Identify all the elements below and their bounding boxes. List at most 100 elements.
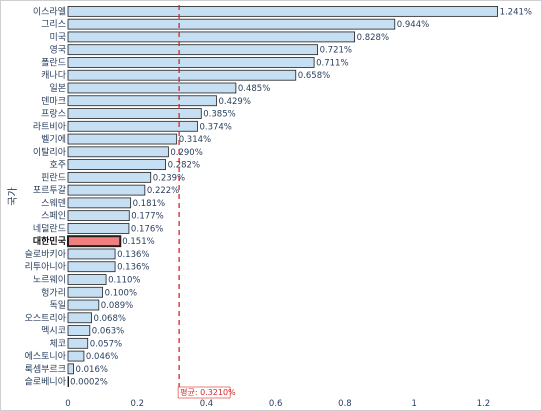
value-label: 0.089% — [101, 301, 133, 311]
value-label: 0.290% — [170, 148, 202, 158]
average-label-box — [177, 386, 231, 399]
value-label: 0.385% — [203, 110, 235, 120]
y-axis-title: 국가 — [7, 187, 19, 205]
value-label: 0.429% — [219, 97, 251, 107]
bar — [67, 133, 178, 145]
bar — [67, 210, 130, 222]
value-label: 0.944% — [397, 20, 429, 30]
average-label: 평균: 0.3210% — [180, 387, 236, 397]
value-label: 0.057% — [90, 339, 122, 349]
category-label: 핀란드 — [41, 171, 66, 183]
value-label: 0.0002% — [70, 378, 108, 388]
bar — [67, 18, 396, 30]
value-label: 0.721% — [320, 46, 352, 56]
value-label: 0.136% — [117, 250, 149, 260]
bar — [67, 184, 146, 196]
value-label: 0.068% — [94, 314, 126, 324]
value-label: 0.136% — [117, 263, 149, 273]
category-label: 스웨덴 — [41, 197, 66, 209]
category-label: 리투아니아 — [25, 262, 67, 273]
bar — [67, 44, 318, 56]
value-label: 0.222% — [147, 186, 179, 196]
category-label: 오스트리아 — [25, 313, 67, 324]
bar — [67, 261, 116, 273]
category-label: 라트비아 — [33, 121, 67, 132]
value-label: 0.016% — [76, 365, 108, 375]
bar — [67, 159, 167, 170]
x-tick-label: 0.2 — [130, 399, 144, 409]
value-label: 0.046% — [86, 352, 118, 362]
category-label: 네덜란드 — [33, 222, 66, 234]
category-label: 포르투갈 — [33, 185, 66, 196]
value-label: 0.711% — [316, 58, 348, 68]
value-label: 0.485% — [238, 84, 270, 94]
category-label: 헝가리 — [41, 287, 66, 298]
bar — [67, 235, 122, 248]
bar — [67, 223, 130, 234]
bar — [67, 57, 315, 68]
category-label: 덴마크 — [41, 96, 66, 107]
bar — [67, 363, 74, 375]
bar — [67, 299, 100, 311]
bar — [67, 6, 498, 17]
category-label: 노르웨이 — [33, 273, 66, 285]
category-label: 폴란드 — [41, 56, 66, 68]
bar — [67, 337, 89, 349]
bar — [67, 248, 116, 260]
value-label: 0.314% — [179, 135, 211, 145]
value-label: 1.241% — [500, 7, 532, 17]
category-label: 호주 — [49, 160, 66, 171]
bar — [67, 376, 70, 387]
category-label: 이탈리아 — [33, 147, 67, 158]
category-label: 미국 — [49, 32, 66, 43]
category-label: 슬로베니아 — [25, 377, 67, 388]
value-label: 0.282% — [168, 161, 200, 171]
category-label: 이스라엘 — [33, 6, 66, 17]
value-label: 0.828% — [357, 33, 389, 43]
value-label: 0.177% — [131, 212, 163, 222]
bar — [67, 69, 297, 81]
category-label: 그리스 — [41, 19, 66, 30]
x-tick-label: 0.6 — [269, 399, 283, 409]
category-label: 프랑스 — [41, 108, 66, 120]
category-label: 영국 — [49, 45, 66, 56]
category-label: 일본 — [49, 83, 66, 94]
x-tick-label: 0.4 — [200, 399, 214, 409]
bar — [67, 286, 104, 298]
bar — [67, 108, 202, 119]
category-label: 스페인 — [41, 211, 66, 222]
category-label: 체코 — [49, 338, 66, 349]
x-tick-label: 1.2 — [477, 399, 491, 409]
category-label: 캐나다 — [41, 70, 67, 81]
category-label: 벨기에 — [41, 134, 66, 145]
value-label: 0.063% — [92, 327, 124, 337]
x-tick-label: 0.8 — [338, 399, 352, 409]
bar — [67, 325, 91, 336]
category-label: 독일 — [49, 300, 66, 311]
category-label: 슬로바키아 — [25, 249, 67, 260]
bar — [67, 82, 237, 94]
bar — [67, 350, 85, 362]
category-label: 멕시코 — [41, 326, 66, 337]
x-tick-label: 0 — [65, 399, 70, 409]
bar — [67, 312, 92, 324]
category-label: 룩셈부르크 — [25, 364, 66, 375]
bar — [67, 146, 169, 158]
bar — [67, 31, 356, 43]
bar — [67, 171, 152, 183]
value-label: 0.181% — [133, 199, 165, 209]
category-label: 에스토니아 — [25, 351, 67, 362]
value-label: 0.100% — [105, 288, 137, 298]
bar — [67, 197, 132, 209]
bar — [67, 120, 198, 132]
value-label: 0.110% — [108, 275, 140, 285]
value-label: 0.658% — [298, 71, 330, 81]
category-label: 대한민국 — [33, 235, 67, 247]
value-label: 0.239% — [153, 173, 185, 183]
value-label: 0.374% — [199, 122, 231, 132]
bar — [67, 274, 107, 285]
bar — [67, 95, 217, 107]
x-tick-label: 1 — [411, 399, 416, 409]
